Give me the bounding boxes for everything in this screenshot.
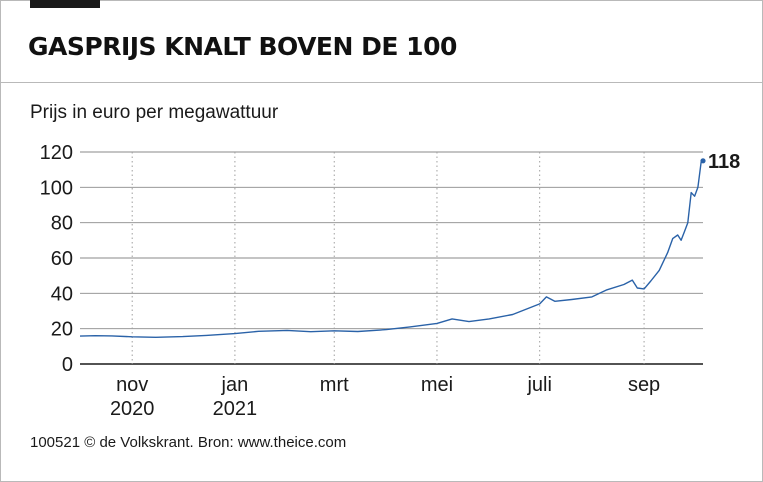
- title-divider: [0, 82, 763, 83]
- endpoint-label: 118: [708, 151, 740, 173]
- y-tick-label: 80: [51, 213, 73, 235]
- y-axis-label: Prijs in euro per megawattuur: [30, 102, 279, 123]
- y-tick-label: 40: [51, 283, 73, 305]
- y-tick-label: 120: [40, 142, 73, 164]
- endpoint-marker: [700, 158, 706, 164]
- y-tick-label: 20: [51, 319, 73, 341]
- top-accent-bar: [30, 0, 100, 8]
- source-credit: 100521 © de Volkskrant. Bron: www.theice…: [30, 434, 347, 451]
- y-tick-label: 100: [40, 177, 73, 199]
- chart-title: GASPRIJS KNALT BOVEN DE 100: [28, 32, 457, 61]
- y-tick-label: 60: [51, 248, 73, 270]
- x-tick-label-month: sep: [628, 374, 660, 396]
- x-tick-label-year: 2020: [110, 398, 155, 420]
- x-tick-label-month: mrt: [320, 374, 349, 396]
- series-line: [79, 160, 702, 338]
- x-tick-label-month: mei: [421, 374, 453, 396]
- x-tick-label-year: 2021: [213, 398, 258, 420]
- x-tick-label-month: jan: [221, 374, 249, 396]
- x-tick-label-month: nov: [116, 374, 148, 396]
- y-tick-label: 0: [62, 354, 73, 376]
- x-tick-label-month: juli: [526, 374, 551, 396]
